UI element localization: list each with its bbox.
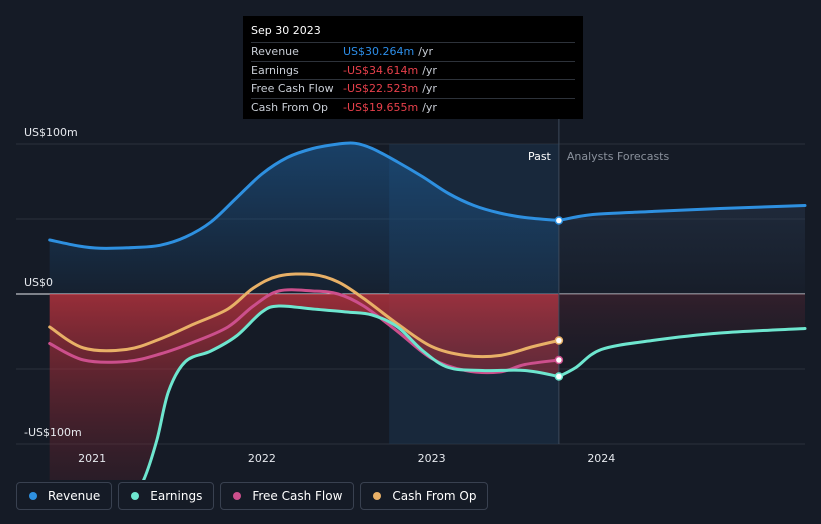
legend-dot-icon [29, 492, 37, 500]
revenue-forecast-line [557, 204, 807, 222]
legend-item-earnings[interactable]: Earnings [118, 482, 215, 510]
tooltip-value: -US$34.614m [343, 63, 419, 77]
earnings-area [49, 294, 559, 480]
tooltip-label: Earnings [251, 63, 299, 77]
x-tick-label: 2023 [418, 452, 446, 465]
tooltip-value-group: -US$34.614m/yr [343, 62, 437, 80]
legend-item-free-cash-flow[interactable]: Free Cash Flow [220, 482, 355, 510]
earnings-line [142, 304, 561, 480]
earnings-forecast-line [557, 327, 807, 378]
legend-label: Cash From Op [392, 489, 477, 503]
tooltip-row: Free Cash Flow -US$22.523m/yr [251, 79, 575, 98]
earnings-marker [554, 372, 564, 381]
x-tick-label: 2022 [248, 452, 276, 465]
tooltip-unit: /yr [422, 82, 437, 95]
tooltip-row: Revenue US$30.264m/yr [251, 42, 575, 61]
cash-from-op-marker [554, 336, 564, 345]
free-cash-flow-line [48, 288, 561, 375]
x-tick-label: 2024 [587, 452, 615, 465]
tooltip-date: Sep 30 2023 [251, 24, 321, 37]
legend-dot-icon [373, 492, 382, 500]
legend-dot-icon [233, 492, 242, 500]
chart-area: US$100m US$0 -US$100m 2021 2022 2023 2024 Past… [16, 93, 807, 480]
forecast-label: Analysts Forecasts [567, 150, 670, 163]
revenue-line [48, 141, 561, 250]
legend-label: Revenue [48, 489, 101, 503]
tooltip-label: Cash From Op [251, 100, 329, 114]
past-label: Past [528, 150, 552, 163]
tooltip-value-group: -US$19.655m/yr [343, 99, 437, 117]
legend: Revenue Earnings Free Cash Flow Cash From O… [16, 482, 489, 510]
tooltip-value-group: US$30.264m/yr [343, 43, 433, 61]
legend-label: Earnings [150, 489, 203, 503]
data-tooltip: Sep 30 2023 Revenue US$30.264m/yr Earnings… [243, 16, 583, 119]
revenue-area [49, 142, 559, 294]
tooltip-label: Free Cash Flow [251, 82, 334, 95]
y-tick-label: -US$100m [24, 426, 82, 439]
tooltip-unit: /yr [422, 100, 437, 114]
tooltip-row: Earnings -US$34.614m/yr [251, 60, 575, 80]
x-tick-label: 2021 [78, 452, 106, 465]
legend-label: Free Cash Flow [252, 489, 343, 503]
tooltip-row: Cash From Op -US$19.655m/yr [251, 97, 575, 117]
y-tick-label: US$0 [24, 276, 53, 289]
free-cash-flow-marker [554, 355, 564, 365]
cash-from-op-line [48, 272, 561, 359]
y-tick-label: US$100m [24, 126, 78, 139]
tooltip-value: -US$19.655m [343, 100, 419, 114]
tooltip-value-group: -US$22.523m/yr [343, 80, 437, 98]
revenue-forecast-area [558, 205, 805, 294]
tooltip-value: -US$22.523m [343, 82, 419, 95]
tooltip-label: Revenue [251, 45, 299, 58]
tooltip-unit: /yr [422, 63, 437, 77]
legend-item-cash-from-op[interactable]: Cash From Op [360, 482, 489, 510]
revenue-marker [554, 216, 564, 225]
tooltip-value: US$30.264m [343, 45, 415, 58]
tooltip-unit: /yr [418, 45, 433, 58]
legend-dot-icon [131, 492, 140, 500]
legend-item-revenue[interactable]: Revenue [16, 482, 113, 510]
